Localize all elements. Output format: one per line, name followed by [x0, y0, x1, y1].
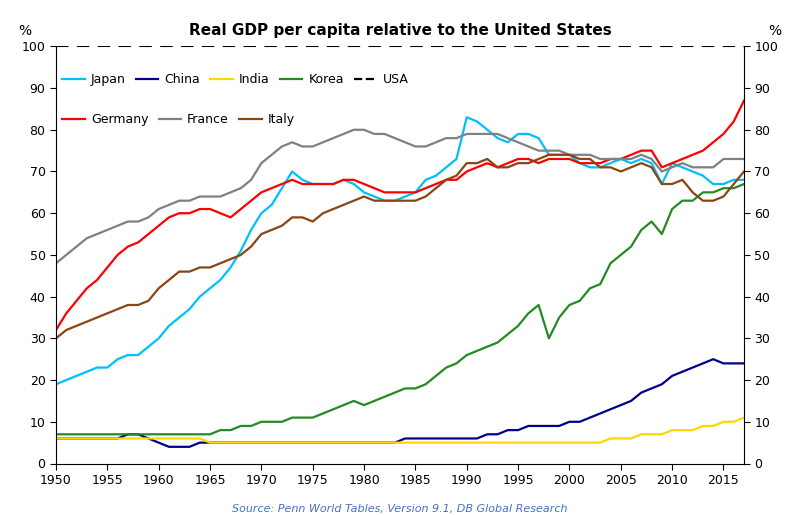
Text: %: % — [769, 24, 782, 38]
Legend: Germany, France, Italy: Germany, France, Italy — [62, 113, 295, 126]
Title: Real GDP per capita relative to the United States: Real GDP per capita relative to the Unit… — [189, 23, 611, 38]
Text: %: % — [18, 24, 31, 38]
Text: Source: Penn World Tables, Version 9.1, DB Global Research: Source: Penn World Tables, Version 9.1, … — [232, 504, 568, 514]
